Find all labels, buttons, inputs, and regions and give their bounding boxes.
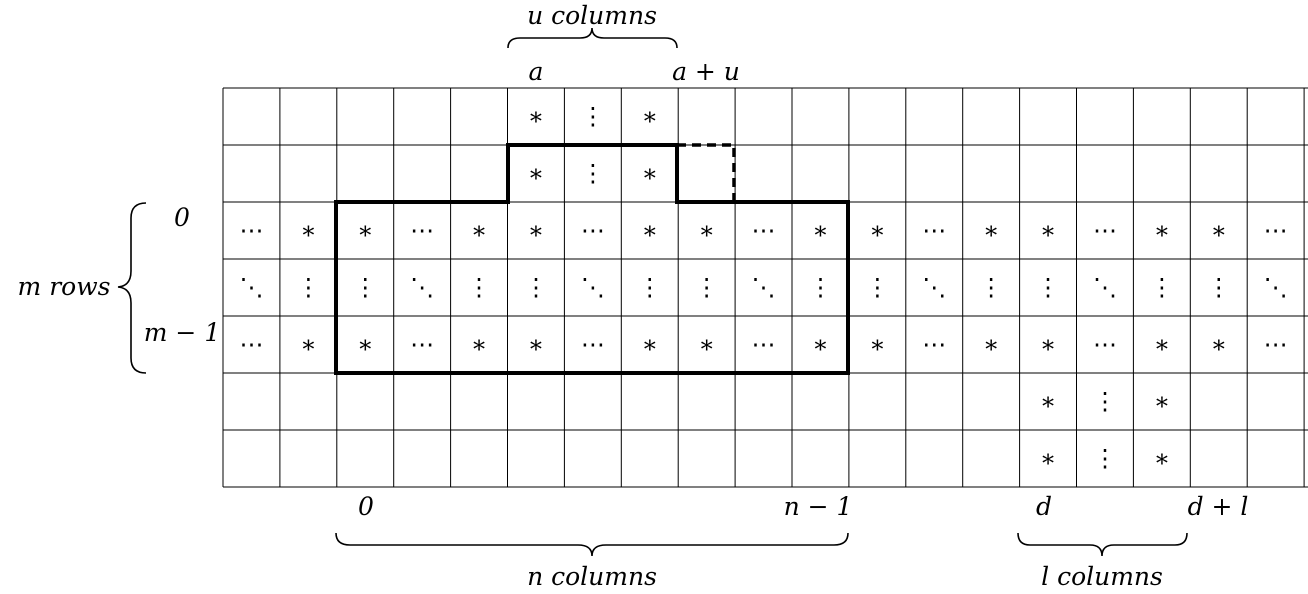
row-0-label: 0 <box>174 203 190 232</box>
grid-cell-symbol: ⋯ <box>239 217 263 245</box>
grid-cell-symbol: ⋱ <box>239 274 263 302</box>
l-columns-label: l columns <box>1041 562 1163 591</box>
grid-cell-symbol: ⋯ <box>752 217 776 245</box>
grid-cell-symbol: ∗ <box>1154 445 1170 473</box>
grid-cell-symbol: ⋱ <box>922 274 946 302</box>
col-d-plus-l-label: d + l <box>1188 492 1249 521</box>
grid-cell-symbol: ∗ <box>1040 331 1056 359</box>
grid-cell-symbol: ⋱ <box>752 274 776 302</box>
grid-cell-symbol: ⋮ <box>979 274 1003 302</box>
grid-cell-symbol: ⋯ <box>581 331 605 359</box>
grid-cell-symbol: ∗ <box>1040 217 1056 245</box>
grid-cell-symbol: ⋯ <box>1093 331 1117 359</box>
grid-cells: ∗ ⋮ ∗ ∗ ⋮ ∗ ⋯ ∗ ∗ ⋯ ∗ ∗ ⋯ ∗ ∗ ⋯ ∗ ∗ ⋯ ∗ ∗ ⋯ ∗ ∗ ⋯ ⋱ ⋮ ⋮ ⋱ ⋮ ⋮ ⋱ ⋮ ⋮ ⋱ ⋮ ⋮ ⋱ ⋮ ⋮… <box>239 103 1287 473</box>
n-columns-brace <box>335 532 849 557</box>
grid-cell-symbol: ⋯ <box>581 217 605 245</box>
grid-cell-symbol: ∗ <box>642 160 658 188</box>
grid-cell-symbol: ⋮ <box>865 274 889 302</box>
dashed-cell <box>675 143 736 204</box>
col-d-label: d <box>1036 492 1052 521</box>
grid-cell-symbol: ⋱ <box>1264 274 1288 302</box>
grid-cell-symbol: ∗ <box>1211 217 1227 245</box>
grid-cell-symbol: ⋮ <box>581 160 605 188</box>
grid-cell-symbol: ∗ <box>300 331 316 359</box>
grid-cell-symbol: ∗ <box>1154 331 1170 359</box>
l-columns-brace <box>1017 532 1188 557</box>
grid-cell-symbol: ⋱ <box>581 274 605 302</box>
grid-cell-symbol: ⋮ <box>1036 274 1060 302</box>
grid-cell-symbol: ∗ <box>300 217 316 245</box>
grid-cell-symbol: ⋱ <box>1093 274 1117 302</box>
grid-cell-symbol: ⋮ <box>467 274 491 302</box>
grid-cell-symbol: ∗ <box>357 217 373 245</box>
col-0-label: 0 <box>358 492 374 521</box>
row-m-minus-1-label: m − 1 <box>144 318 220 347</box>
grid-cell-symbol: ∗ <box>1040 388 1056 416</box>
m-rows-brace <box>117 202 147 374</box>
u-columns-brace <box>507 27 678 49</box>
grid-cell-symbol: ⋯ <box>1264 217 1288 245</box>
grid-cell-symbol: ∗ <box>357 331 373 359</box>
grid-cell-symbol: ⋯ <box>752 331 776 359</box>
grid-cell-symbol: ∗ <box>983 331 999 359</box>
grid-cell-symbol: ⋯ <box>239 331 263 359</box>
grid-cell-symbol: ⋯ <box>1264 331 1288 359</box>
grid-cell-symbol: ⋮ <box>808 274 832 302</box>
grid-cell-symbol: ⋮ <box>638 274 662 302</box>
grid-cell-symbol: ∗ <box>698 331 714 359</box>
grid-cell-symbol: ⋮ <box>524 274 548 302</box>
grid-cell-symbol: ⋱ <box>410 274 434 302</box>
grid-cell-symbol: ⋯ <box>922 217 946 245</box>
grid-cell-symbol: ∗ <box>1154 217 1170 245</box>
grid-cell-symbol: ⋮ <box>353 274 377 302</box>
grid-cell-symbol: ∗ <box>1211 331 1227 359</box>
grid-cell-symbol: ∗ <box>642 331 658 359</box>
grid-cell-symbol: ∗ <box>528 103 544 131</box>
grid-cell-symbol: ∗ <box>471 217 487 245</box>
grid-cell-symbol: ∗ <box>471 331 487 359</box>
grid-cell-symbol: ∗ <box>869 331 885 359</box>
grid-cell-symbol: ∗ <box>642 103 658 131</box>
u-columns-label-text: u columns <box>527 1 657 30</box>
grid-cell-symbol: ⋮ <box>296 274 320 302</box>
grid-cell-symbol: ∗ <box>528 331 544 359</box>
grid-cell-symbol: ∗ <box>812 217 828 245</box>
grid-cell-symbol: ⋮ <box>1093 388 1117 416</box>
grid-cell-symbol: ∗ <box>1040 445 1056 473</box>
grid-cell-symbol: ⋮ <box>1150 274 1174 302</box>
grid-cell-symbol: ⋯ <box>410 331 434 359</box>
grid-cell-symbol: ⋯ <box>410 217 434 245</box>
u-columns-label: u columns <box>527 1 657 30</box>
grid-cell-symbol: ⋮ <box>695 274 719 302</box>
grid-cell-symbol: ∗ <box>698 217 714 245</box>
col-a-label: a <box>529 57 544 86</box>
grid-cell-symbol: ⋮ <box>581 103 605 131</box>
grid-cell-symbol: ∗ <box>1154 388 1170 416</box>
grid-cell-symbol: ⋯ <box>1093 217 1117 245</box>
col-a-plus-u-label: a + u <box>672 57 740 86</box>
grid-cell-symbol: ∗ <box>528 160 544 188</box>
grid-cell-symbol: ⋮ <box>1207 274 1231 302</box>
grid-cell-symbol: ∗ <box>528 217 544 245</box>
m-rows-label: m rows <box>18 272 111 301</box>
grid-cell-symbol: ∗ <box>869 217 885 245</box>
grid-cell-symbol: ⋯ <box>922 331 946 359</box>
grid-cell-symbol: ∗ <box>983 217 999 245</box>
n-columns-label: n columns <box>527 562 657 591</box>
grid-cell-symbol: ∗ <box>812 331 828 359</box>
grid-cell-symbol: ⋮ <box>1093 445 1117 473</box>
grid-cell-symbol: ∗ <box>642 217 658 245</box>
col-n-minus-1-label: n − 1 <box>784 492 853 521</box>
